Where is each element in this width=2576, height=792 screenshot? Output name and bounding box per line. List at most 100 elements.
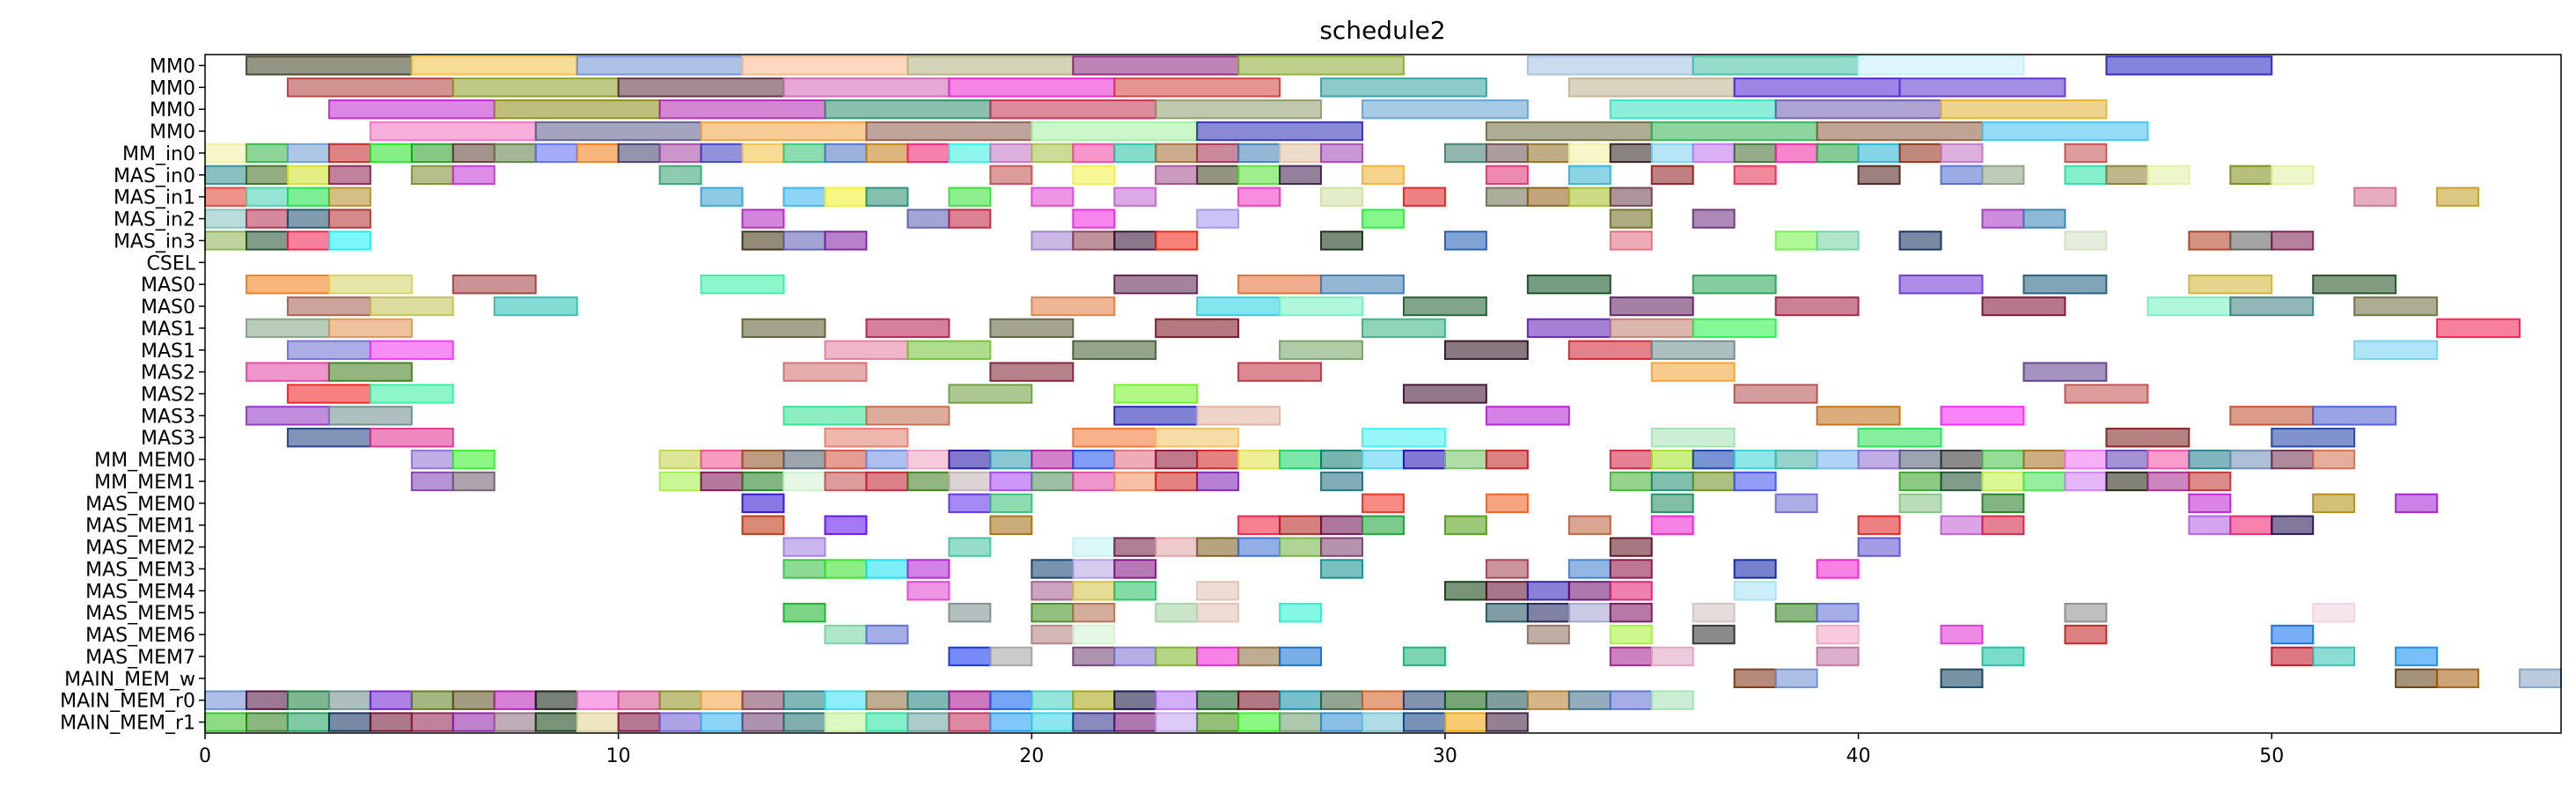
task-bar [1485,449,1529,470]
task-bar [1981,165,2025,185]
task-bar [1981,471,2025,492]
task-bar [1609,690,1653,710]
task-bar [1609,624,1653,645]
task-bar [948,143,992,164]
task-bar [906,340,992,360]
task-bar [1940,99,2108,120]
task-bar [1196,471,1240,492]
y-tick-label: MAS1 [141,319,195,341]
task-bar [865,187,909,207]
task-bar [1981,646,2025,667]
task-bar [782,231,826,251]
task-bar [989,362,1075,382]
task-bar [1774,296,1860,317]
task-bar [2312,603,2356,623]
task-bar [1402,384,1487,404]
task-bar [493,712,537,732]
task-bar [245,165,289,185]
task-bar [1196,406,1281,426]
y-tick-label: MAS1 [141,341,195,363]
task-bar [1609,209,1653,229]
x-tick-label: 50 [2259,745,2284,767]
task-bar [2105,428,2191,448]
task-bar [1072,581,1116,601]
task-bar [948,603,992,623]
task-bar [2312,493,2356,514]
task-bar [245,187,289,207]
task-bar [1443,340,1529,360]
task-bar [1526,143,1570,164]
task-bar [1609,559,1653,579]
y-tick-label: CSEL [147,253,196,275]
task-bar [2271,231,2315,251]
task-bar [1940,143,1984,164]
task-bar [1609,471,1653,492]
task-bar [1650,449,1694,470]
y-tick-label: MAS3 [141,428,195,450]
task-bar [1774,231,1818,251]
task-bar [1816,121,1984,142]
task-bar [1196,712,1240,732]
task-bar [1692,471,1736,492]
task-bar [2064,231,2108,251]
task-bar [1981,515,2025,535]
task-bar [865,318,950,339]
task-bar [1733,384,1818,404]
task-bar [948,646,992,667]
task-bar [1113,143,1157,164]
task-bar [1320,77,1487,98]
task-bar [286,187,330,207]
task-bar [1567,187,1611,207]
task-bar [782,406,868,426]
task-bar [286,384,371,404]
task-bar [1816,603,1860,623]
task-bar [1857,143,1901,164]
task-bar [1320,274,1405,295]
task-bar [2271,449,2315,470]
task-bar [1940,471,1984,492]
x-tick-labels: 0 10 20 30 40 50 [199,733,2284,767]
task-bar [1774,143,1818,164]
task-bar [906,690,950,710]
task-bar [1196,143,1240,164]
task-bar [741,143,785,164]
task-bar [1155,690,1199,710]
task-bar [2064,603,2108,623]
y-tick-label: MAS_in0 [114,165,195,187]
task-bar [245,209,289,229]
task-bar [2105,449,2149,470]
task-bar [948,187,992,207]
task-bar [1320,231,1364,251]
task-bar [741,712,785,732]
task-bar [948,449,992,470]
y-tick-label: MM0 [150,55,195,77]
task-bar [1609,603,1653,623]
task-bar [327,209,371,229]
task-bar [327,362,413,382]
task-bar [451,712,495,732]
task-bar [1567,77,1736,98]
task-bar [989,318,1075,339]
task-bar [1072,690,1116,710]
task-bar [865,143,909,164]
task-bar [1692,449,1736,470]
task-bar [989,449,1033,470]
task-bar [1609,537,1653,557]
task-bar [451,77,620,98]
task-bar [1692,143,1736,164]
task-bar [1320,537,1364,557]
task-bar [369,712,413,732]
task-bar [1320,471,1364,492]
task-bar [741,318,826,339]
task-bar [2147,296,2232,317]
task-bar [2312,449,2356,470]
y-tick-label: MAS0 [141,297,195,319]
task-bar [1402,646,1446,667]
task-bar [1402,449,1446,470]
task-bar [204,712,247,732]
task-bar [2229,296,2315,317]
task-bar [865,449,909,470]
task-bar [1361,493,1405,514]
task-bar [948,209,992,229]
task-bar [1113,690,1157,710]
